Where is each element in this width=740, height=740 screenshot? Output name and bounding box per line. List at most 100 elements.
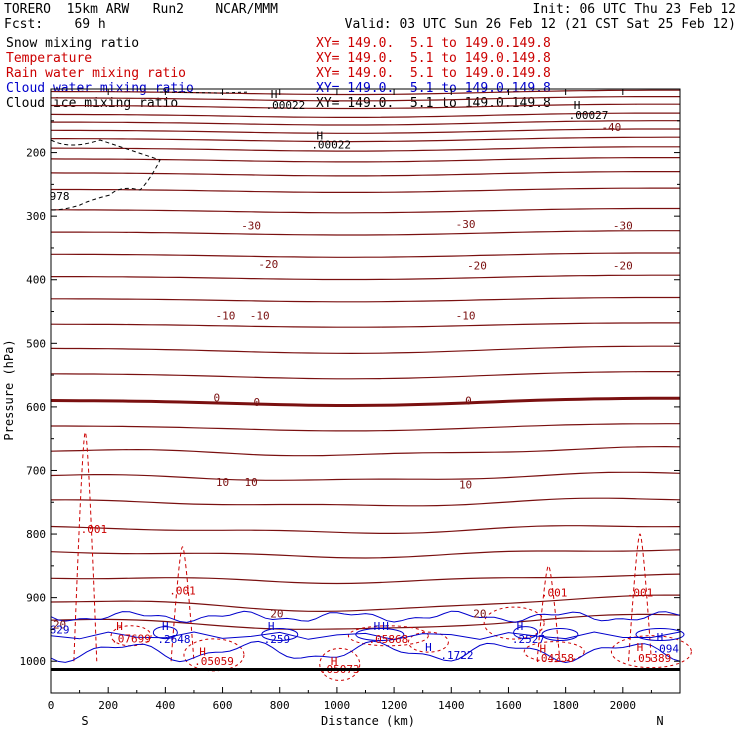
temperature-contour-label: -40 bbox=[601, 121, 621, 134]
isotherm-line bbox=[51, 274, 680, 281]
cloud-water-contour bbox=[513, 626, 539, 640]
cloud-water-contour bbox=[50, 631, 681, 641]
rain-contour bbox=[407, 631, 449, 653]
cloud-water-contour bbox=[541, 628, 579, 642]
cloud-water-contour bbox=[635, 628, 685, 642]
temperature-contour-label: 20 bbox=[473, 608, 486, 621]
rain-contour bbox=[73, 431, 98, 662]
temperature-contour-label: -30 bbox=[456, 218, 476, 231]
field-name-cloud-ice: Cloud ice mixing ratio bbox=[6, 96, 179, 111]
max-value-label: 978 bbox=[50, 190, 70, 203]
max-value-label: .001 bbox=[169, 585, 196, 598]
temperature-contour-label: -20 bbox=[613, 260, 633, 273]
field-name-rain: Rain water mixing ratio bbox=[6, 66, 187, 81]
isotherm-line bbox=[50, 171, 680, 177]
header-line2-left: Fcst: 69 h bbox=[4, 17, 106, 32]
header-line1-right: Init: 06 UTC Thu 23 Feb 12 bbox=[532, 2, 737, 17]
high-marker: H bbox=[637, 641, 644, 654]
isotherm-line bbox=[50, 371, 680, 380]
max-value-label: .1722 bbox=[440, 649, 473, 662]
isotherm-line bbox=[50, 89, 680, 96]
isotherm-line bbox=[51, 96, 680, 102]
high-marker: H bbox=[199, 646, 206, 659]
high-marker: H bbox=[574, 99, 581, 112]
high-marker: H bbox=[425, 641, 432, 654]
max-value-label: .05868 bbox=[368, 633, 408, 646]
high-marker: H bbox=[316, 129, 323, 142]
field-name-snow: Snow mixing ratio bbox=[6, 36, 140, 51]
high-marker: H bbox=[657, 631, 664, 644]
header-line1-left: TORERO 15km ARW Run2 NCAR/MMM bbox=[4, 2, 278, 17]
max-value-label: .00022 bbox=[311, 138, 351, 151]
x-tick-label: 2000 bbox=[610, 699, 637, 712]
y-tick-label: 800 bbox=[26, 528, 46, 541]
max-value-label: .2648 bbox=[157, 633, 190, 646]
rain-contour bbox=[483, 606, 545, 640]
temperature-contour-label: 10 bbox=[216, 476, 229, 489]
axes: 0 200 400 600 800 1000 1200 1400 1600 1800 2000200… bbox=[20, 88, 681, 712]
isotherm-line bbox=[50, 525, 681, 534]
isotherm-line bbox=[50, 445, 681, 457]
y-tick-label: 500 bbox=[26, 337, 46, 350]
temperature-contour-label: -30 bbox=[241, 220, 261, 233]
high-marker: H bbox=[271, 88, 278, 101]
max-value-label: .00022 bbox=[266, 99, 306, 112]
x-tick-label: 1200 bbox=[381, 699, 408, 712]
high-marker: H bbox=[517, 620, 524, 633]
isotherm-line bbox=[50, 146, 680, 152]
temperature-contour-label: 0 bbox=[214, 391, 221, 404]
cloud-water-contour bbox=[152, 626, 178, 640]
isotherm-line bbox=[50, 594, 680, 613]
isotherm-line bbox=[50, 128, 680, 134]
isotherm-line bbox=[50, 613, 681, 630]
x-tick-label: 200 bbox=[98, 699, 118, 712]
max-value-label: .2527 bbox=[512, 633, 545, 646]
high-marker: H bbox=[382, 620, 389, 633]
isotherm-line bbox=[51, 423, 680, 432]
high-marker: H bbox=[374, 620, 381, 633]
temperature-contour-label: 20 bbox=[270, 608, 283, 621]
x-tick-label: 600 bbox=[213, 699, 233, 712]
cloud-water-contour bbox=[355, 628, 405, 642]
max-value-label: .001 bbox=[81, 523, 108, 536]
cloud-water-contour bbox=[50, 640, 681, 664]
x-axis-label: Distance (km) bbox=[321, 714, 415, 728]
isotherm-line bbox=[50, 112, 680, 118]
isotherm-line bbox=[50, 345, 680, 355]
rain-contour bbox=[610, 635, 692, 669]
cloud-water-contours bbox=[50, 610, 685, 664]
rain-contour bbox=[628, 533, 652, 662]
isotherm-line bbox=[50, 497, 681, 507]
temperature-contour-label: 0 bbox=[254, 396, 261, 409]
temperature-contour-label: 0 bbox=[465, 395, 472, 408]
rain-contour bbox=[170, 546, 195, 662]
field-name-temperature: Temperature bbox=[6, 51, 93, 66]
rain-contour bbox=[523, 641, 585, 663]
field-xy-snow: XY= 149.0. 5.1 to 149.0.149.8 bbox=[316, 36, 551, 51]
x-axis-end-label: N bbox=[656, 714, 663, 728]
max-value-label: .05059 bbox=[194, 655, 234, 668]
isotherm-line bbox=[50, 103, 680, 110]
max-value-label: .001 bbox=[627, 587, 654, 600]
y-tick-label: 900 bbox=[26, 592, 46, 605]
y-tick-label: 300 bbox=[26, 210, 46, 223]
cloud-water-contour bbox=[50, 610, 681, 623]
x-tick-label: 0 bbox=[48, 699, 55, 712]
plot-frame bbox=[50, 88, 681, 694]
max-value-label: .04258 bbox=[534, 652, 574, 665]
header-line2-right: Valid: 03 UTC Sun 26 Feb 12 (21 CST Sat … bbox=[344, 17, 736, 32]
isotherm-line bbox=[50, 396, 680, 407]
x-axis-start-label: S bbox=[81, 714, 88, 728]
snow-contours bbox=[50, 91, 251, 211]
high-marker: H bbox=[268, 620, 275, 633]
temperature-contour-label: -20 bbox=[467, 260, 487, 273]
x-tick-label: 400 bbox=[155, 699, 175, 712]
temperature-contour-label: 10 bbox=[459, 478, 472, 491]
snow-contour bbox=[159, 91, 251, 94]
y-tick-label: 1000 bbox=[20, 655, 47, 668]
isotherm-line bbox=[51, 187, 680, 193]
y-tick-label: 600 bbox=[26, 401, 46, 414]
temperature-contour-label: -20 bbox=[258, 258, 278, 271]
x-tick-label: 1400 bbox=[438, 699, 465, 712]
